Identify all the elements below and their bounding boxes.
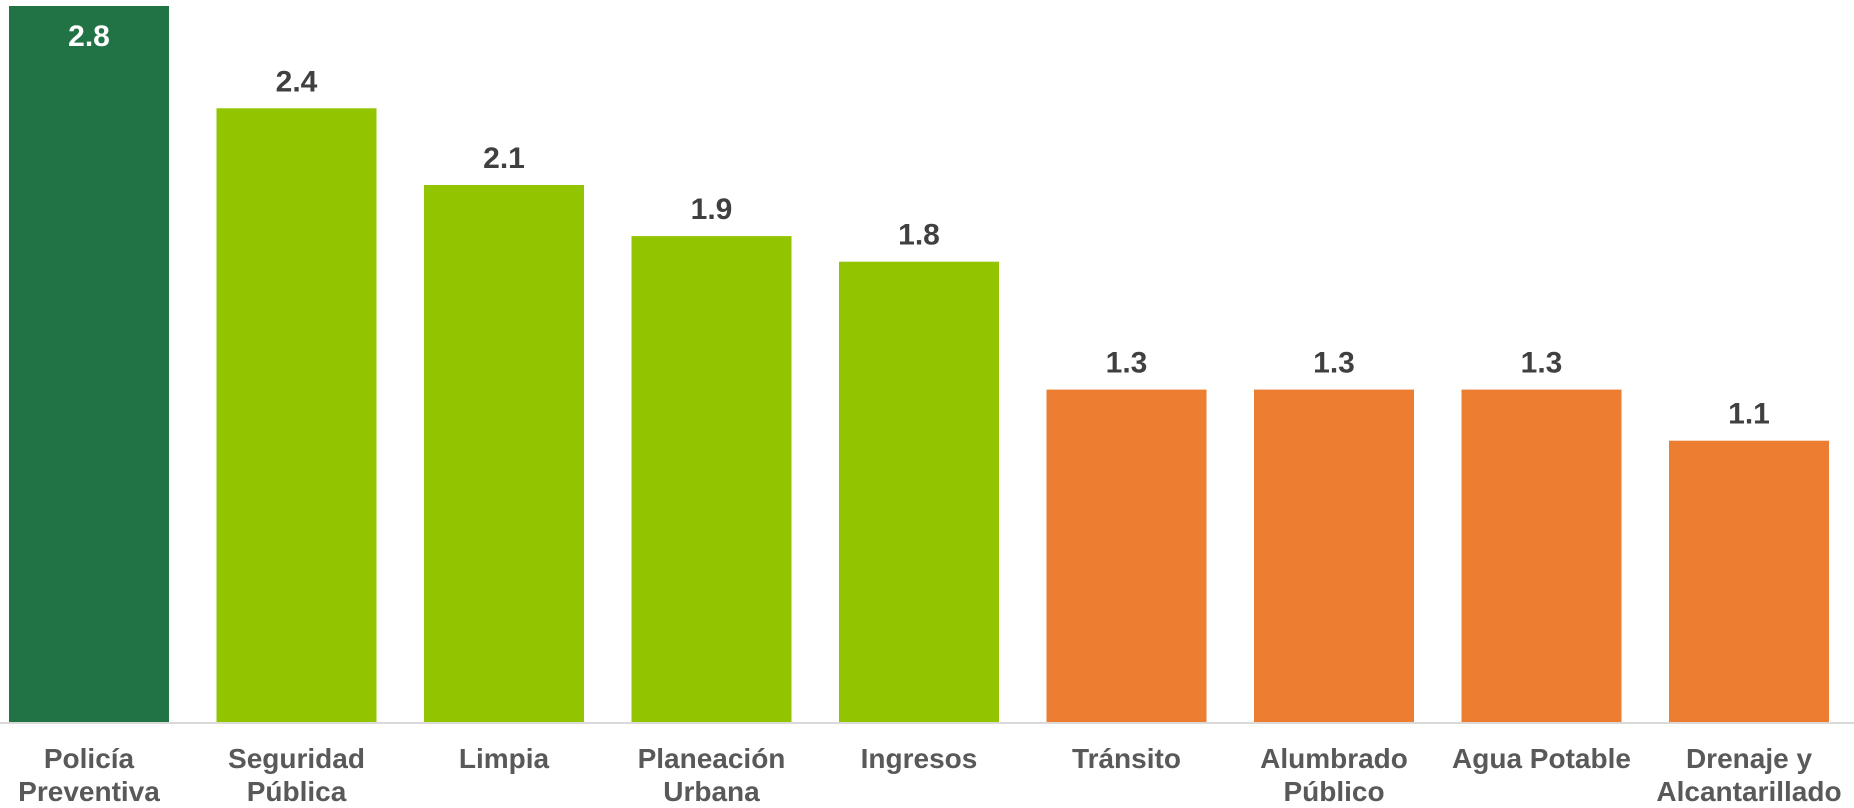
data-label-5: 1.8	[898, 219, 940, 252]
x-tick-label-7: Alumbrado Público	[1260, 743, 1408, 807]
bar-9	[1669, 440, 1829, 722]
data-label-2: 2.4	[276, 65, 318, 98]
data-label-6: 1.3	[1106, 347, 1148, 380]
x-tick-label-3: Limpia	[459, 743, 550, 774]
category-labels-group: Policía Preventiva Seguridad Pública Limpia P…	[18, 743, 1841, 807]
x-tick-label-9: Drenaje y Alcantarillado	[1656, 743, 1841, 807]
x-tick-label-8: Agua Potable	[1452, 743, 1631, 774]
data-label-3: 2.1	[483, 142, 525, 175]
data-label-9: 1.1	[1728, 398, 1770, 431]
data-label-1: 2.8	[68, 20, 110, 53]
bar-6	[1046, 389, 1207, 722]
data-label-8: 1.3	[1521, 347, 1563, 380]
bar-8	[1461, 389, 1622, 722]
x-tick-label-2: Seguridad Pública	[228, 743, 365, 807]
bar-3	[424, 185, 584, 722]
data-label-7: 1.3	[1313, 347, 1355, 380]
x-tick-label-4: Planeación Urbana	[638, 743, 786, 807]
x-tick-label-6: Tránsito	[1072, 743, 1181, 774]
bar-4	[631, 236, 792, 722]
value-labels-group: 2.8 2.4 2.1 1.9 1.8 1.3 1.3 1.3 1.1	[68, 20, 1770, 431]
x-tick-label-1: Policía Preventiva	[18, 743, 160, 807]
bar-2	[216, 108, 377, 723]
bar-1	[9, 6, 169, 722]
x-tick-label-5: Ingresos	[861, 743, 978, 774]
bar-7	[1254, 389, 1414, 722]
data-label-4: 1.9	[691, 193, 733, 226]
bars-group	[9, 6, 1829, 723]
bar-5	[839, 261, 999, 722]
